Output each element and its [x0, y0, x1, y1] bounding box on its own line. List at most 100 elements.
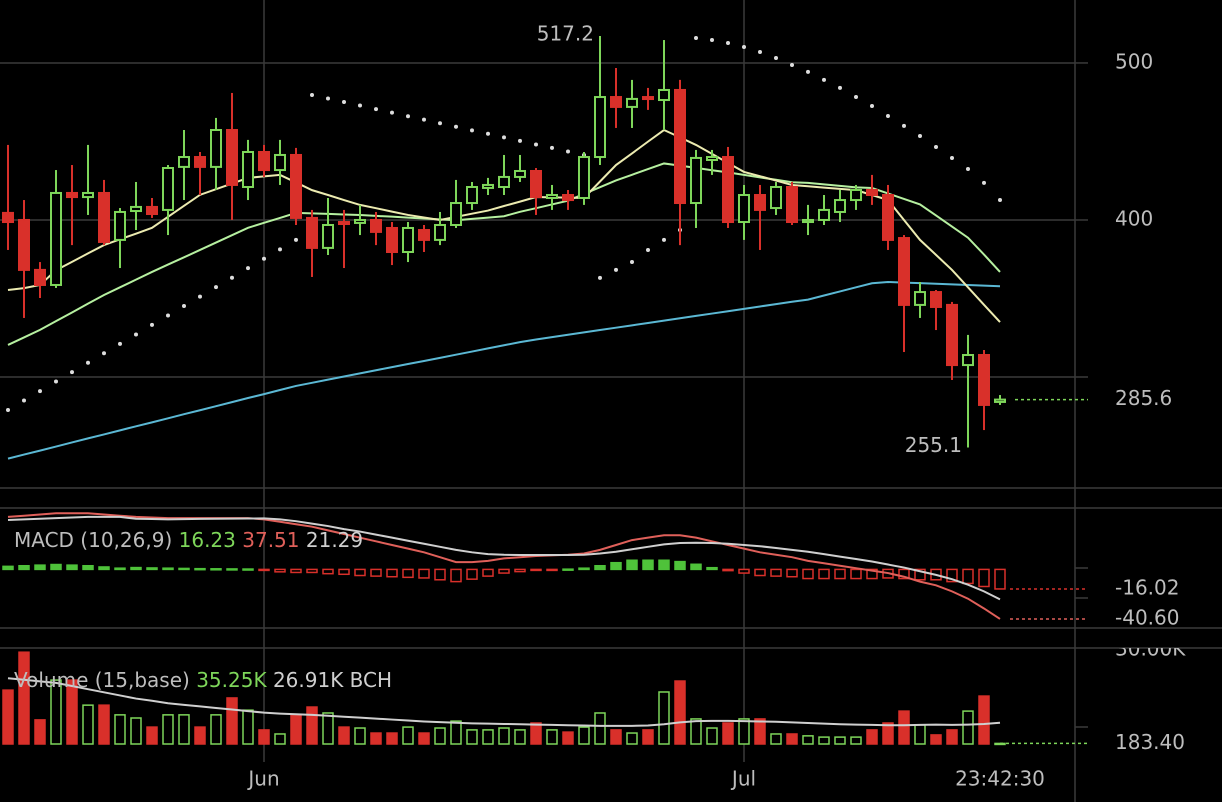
macd-bar: [338, 568, 350, 576]
macd-bar: [994, 568, 1006, 590]
sar-dot: [694, 35, 698, 40]
sar-dot: [278, 247, 282, 252]
macd-bar: [802, 568, 814, 580]
macd-bar: [450, 568, 462, 583]
macd-legend: MACD (10,26,9) 16.23 37.51 21.29: [14, 528, 363, 552]
candle-body: [850, 188, 862, 202]
macd-bar: [434, 568, 446, 581]
sar-dot: [982, 180, 986, 185]
macd-bar: [690, 563, 702, 571]
candle-body: [706, 156, 718, 161]
macd-bar: [194, 567, 206, 571]
candle-body: [866, 188, 878, 197]
macd-bar: [50, 563, 62, 571]
y-tick-label: 30.00K: [1115, 637, 1186, 661]
candle-body: [258, 150, 270, 172]
volume-legend: Volume (15,base) 35.25K 26.91K BCH: [14, 668, 392, 692]
volume-bar: [482, 729, 494, 745]
sar-dot: [198, 294, 202, 299]
volume-bar: [786, 733, 798, 745]
macd-line: [7, 512, 1001, 620]
candle-body: [50, 191, 62, 286]
macd-bar: [898, 568, 910, 580]
sar-dot: [310, 92, 314, 97]
y-tick-label: 500: [1115, 49, 1153, 73]
last-value-label: 183.40: [1115, 730, 1185, 754]
sar-dot: [70, 370, 74, 375]
sar-dot: [118, 341, 122, 346]
candle-body: [578, 156, 590, 199]
macd-bar: [402, 568, 414, 579]
candle-body: [594, 96, 606, 159]
sar-dot: [358, 103, 362, 108]
legend-value: 37.51: [242, 528, 299, 552]
sar-dot: [742, 44, 746, 49]
sar-dot: [230, 275, 234, 280]
sar-dot: [710, 38, 714, 43]
sar-dot: [134, 332, 138, 337]
sar-dot: [662, 237, 666, 242]
sar-dot: [262, 256, 266, 261]
volume-bar: [130, 717, 142, 745]
volume-bar: [498, 727, 510, 745]
volume-bar: [338, 726, 350, 745]
volume-bar: [754, 718, 766, 745]
volume-bar: [850, 736, 862, 745]
macd-bar: [242, 568, 254, 571]
volume-bar: [226, 697, 238, 745]
candle-body: [946, 303, 958, 367]
candle-body: [498, 175, 510, 189]
sar-dot: [758, 49, 762, 54]
sar-dot: [822, 77, 826, 82]
volume-bar: [114, 714, 126, 745]
volume-bar: [194, 726, 206, 745]
candle-body: [770, 186, 782, 210]
volume-bar: [450, 720, 462, 745]
time-label: 23:42:30: [955, 767, 1045, 791]
candle-body: [738, 194, 750, 224]
sar-dot: [886, 114, 890, 119]
sar-dot: [838, 85, 842, 90]
volume-bar: [930, 734, 942, 745]
macd-bar: [34, 564, 46, 571]
sar-dot: [534, 142, 538, 147]
candle-body: [178, 156, 190, 168]
volume-ma: [7, 677, 1001, 727]
macd-bar: [674, 560, 686, 571]
macd-bar: [2, 565, 14, 571]
macd-bar: [258, 568, 270, 572]
candle-body: [322, 224, 334, 249]
candle-body: [338, 221, 350, 226]
volume-bar: [898, 710, 910, 745]
volume-bar: [706, 727, 718, 745]
macd-bar: [386, 568, 398, 578]
candle-body: [802, 218, 814, 224]
candle-body: [562, 194, 574, 202]
sar-dot: [998, 198, 1002, 203]
sar-dot: [646, 247, 650, 252]
sar-dot: [790, 63, 794, 68]
volume-bar: [674, 680, 686, 745]
macd-bar: [530, 568, 542, 572]
moving-average: [7, 280, 1001, 460]
sar-dot: [342, 100, 346, 105]
labels: MACD (10,26,9) 16.23 37.51 21.29 Volume …: [14, 528, 1045, 791]
macd-bar: [114, 567, 126, 571]
legend-value: 21.29: [306, 528, 363, 552]
volume-bar: [162, 714, 174, 745]
last-value-label: -40.60: [1115, 605, 1179, 629]
volume-bar: [418, 732, 430, 745]
sar-dot: [454, 124, 458, 129]
moving-average: [7, 162, 1001, 346]
marks: Jun Jul 400 500 517.2 255.1 285.6 -16.02 -40.60 3…: [0, 0, 1186, 791]
macd-bar: [770, 568, 782, 577]
candle-body: [786, 186, 798, 224]
volume-bar: [370, 732, 382, 745]
candle-body: [306, 216, 318, 249]
candle-body: [418, 229, 430, 241]
macd-bar: [306, 568, 318, 574]
sar-dot: [486, 131, 490, 136]
volume-bar: [242, 709, 254, 745]
macd-bar: [914, 568, 926, 581]
